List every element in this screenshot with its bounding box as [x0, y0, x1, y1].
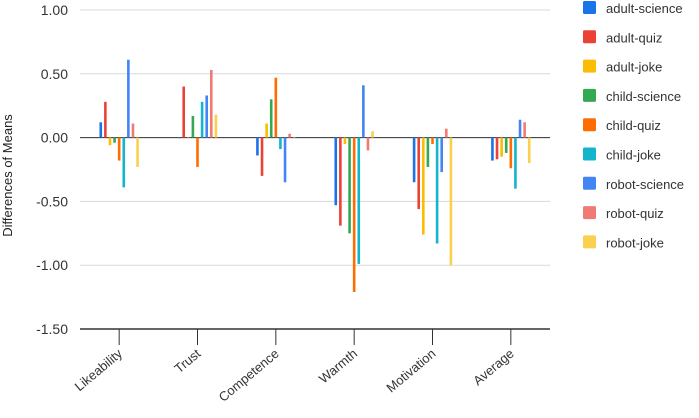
bar-adult-quiz-warmth — [339, 137, 342, 226]
bar-robot-quiz-warmth — [366, 137, 370, 151]
bar-child-science-likeability — [113, 137, 116, 143]
bar-robot-science-likeability — [127, 59, 130, 138]
bar-adult-quiz-trust — [182, 86, 185, 138]
bar-robot-quiz-likeability — [131, 123, 135, 138]
bar-robot-joke-competence — [292, 137, 296, 139]
bar-child-joke-trust — [200, 101, 204, 138]
bar-adult-joke-average — [500, 137, 503, 157]
y-tick-label: 0.00 — [41, 130, 68, 146]
bar-robot-quiz-competence — [288, 133, 291, 138]
bar-adult-quiz-likeability — [104, 101, 107, 138]
legend-label: robot-joke — [606, 235, 664, 250]
legend-swatch — [583, 88, 596, 102]
bar-adult-science-warmth — [334, 137, 338, 206]
bar-adult-quiz-competence — [260, 137, 264, 176]
x-tick-label: Average — [470, 346, 517, 388]
legend-label: child-science — [606, 89, 681, 104]
x-tick-label: Trust — [171, 346, 203, 376]
bar-robot-quiz-average — [523, 122, 526, 138]
bar-robot-joke-average — [527, 137, 531, 164]
bar-child-science-warmth — [348, 137, 351, 234]
y-tick-label: -1.00 — [36, 257, 68, 273]
y-axis-label: Differences of Means — [0, 114, 15, 237]
bar-robot-science-average — [518, 119, 522, 138]
y-axis-ticks: 1.00 0.50 0.00 -0.50 -1.00 -1.50 — [36, 2, 68, 337]
bar-child-science-motivation — [426, 137, 430, 167]
bar-robot-joke-warmth — [371, 131, 374, 138]
bar-robot-quiz-trust — [210, 69, 213, 138]
x-tick-label: Motivation — [383, 346, 438, 396]
bar-child-quiz-average — [509, 137, 513, 169]
bar-child-science-competence — [269, 99, 273, 138]
gridlines — [80, 9, 550, 330]
bar-child-quiz-competence — [274, 77, 278, 138]
x-axis: Likeability Trust Competence Warmth Motivati… — [72, 329, 517, 405]
legend-label: robot-science — [606, 177, 684, 192]
bar-child-quiz-likeability — [117, 137, 121, 161]
legend-swatch — [583, 235, 596, 249]
bar-adult-science-competence — [256, 137, 259, 156]
legend-swatch — [583, 206, 596, 220]
bar-adult-joke-competence — [265, 123, 268, 138]
legend-swatch — [583, 30, 596, 44]
legend-swatch — [583, 147, 596, 161]
bar-robot-joke-motivation — [449, 137, 453, 266]
y-tick-label: -1.50 — [36, 321, 68, 337]
bar-adult-science-likeability — [99, 122, 103, 138]
legend-label: adult-joke — [606, 60, 662, 75]
bar-child-quiz-motivation — [431, 137, 434, 144]
bar-robot-science-motivation — [440, 137, 443, 173]
bars — [99, 59, 531, 292]
x-tick-label: Likeability — [72, 345, 126, 394]
bar-adult-quiz-motivation — [417, 137, 420, 210]
bar-child-science-trust — [191, 115, 195, 138]
bar-robot-science-trust — [205, 95, 208, 138]
bar-robot-science-competence — [283, 137, 287, 183]
legend-label: adult-quiz — [606, 30, 662, 45]
bar-robot-quiz-motivation — [445, 128, 448, 138]
y-tick-label: 1.00 — [41, 2, 68, 18]
legend: adult-science adult-quiz adult-joke child-s… — [583, 1, 684, 250]
bar-adult-joke-motivation — [422, 137, 425, 235]
bar-child-joke-likeability — [122, 137, 126, 188]
bar-child-joke-warmth — [357, 137, 361, 264]
bar-adult-joke-warmth — [343, 137, 347, 144]
legend-swatch — [583, 59, 596, 73]
legend-swatch — [583, 1, 596, 14]
legend-label: child-quiz — [606, 118, 661, 133]
bar-adult-science-trust — [177, 137, 181, 139]
x-tick-label: Warmth — [316, 346, 360, 386]
bar-child-joke-motivation — [435, 137, 439, 244]
bar-child-joke-average — [514, 137, 517, 189]
bar-adult-quiz-average — [495, 137, 499, 160]
bar-child-science-average — [504, 137, 508, 153]
legend-label: child-joke — [606, 148, 661, 163]
bar-robot-joke-likeability — [136, 137, 139, 167]
bar-child-joke-competence — [279, 137, 282, 150]
bar-adult-science-motivation — [412, 137, 416, 183]
legend-swatch — [583, 118, 596, 132]
legend-swatch — [583, 176, 596, 190]
bar-robot-joke-trust — [214, 114, 218, 138]
bar-adult-science-average — [491, 137, 494, 161]
bar-child-quiz-warmth — [352, 137, 356, 292]
bar-adult-joke-likeability — [108, 137, 112, 146]
y-tick-label: -0.50 — [36, 193, 68, 209]
bar-child-quiz-trust — [196, 137, 199, 167]
bar-robot-science-warmth — [362, 85, 365, 138]
y-tick-label: 0.50 — [41, 66, 68, 82]
legend-label: adult-science — [606, 1, 683, 16]
x-tick-label: Competence — [216, 346, 282, 405]
legend-label: robot-quiz — [606, 206, 664, 221]
bar-adult-joke-trust — [187, 137, 190, 139]
